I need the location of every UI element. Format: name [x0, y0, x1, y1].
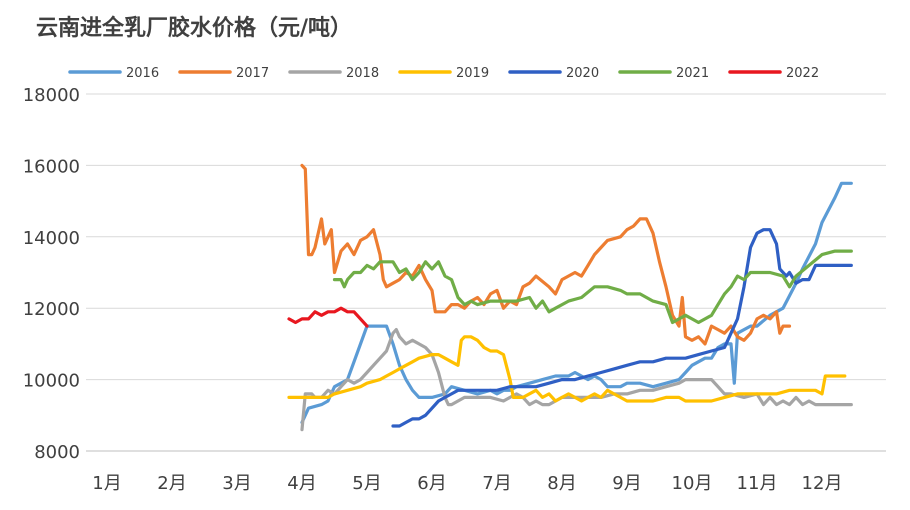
x-tick-label: 7月 — [482, 473, 511, 494]
series-layer — [287, 163, 853, 432]
series-line-2021 — [332, 249, 853, 325]
y-tick-label: 8000 — [34, 442, 80, 463]
series-line-2017 — [300, 163, 792, 346]
y-tick-label: 10000 — [23, 371, 80, 392]
series-line-2022 — [287, 306, 369, 328]
y-tick-label: 14000 — [23, 228, 80, 249]
x-tick-label: 11月 — [737, 473, 778, 494]
y-tick-label: 16000 — [23, 156, 80, 177]
legend-label-2020: 2020 — [566, 66, 599, 81]
legend: 2016 2017 2018 2019 2020 2021 2022 — [68, 66, 819, 81]
x-tick-label: 3月 — [222, 473, 251, 494]
series-line-2019 — [287, 335, 847, 403]
series-line-2018 — [300, 328, 853, 432]
x-tick-label: 8月 — [547, 473, 576, 494]
x-tick-label: 1月 — [92, 473, 121, 494]
x-tick-label: 5月 — [352, 473, 381, 494]
chart-title: 云南进全乳厂胶水价格（元/吨） — [36, 16, 353, 41]
legend-label-2019: 2019 — [456, 66, 489, 81]
y-tick-label: 18000 — [23, 85, 80, 106]
legend-label-2021: 2021 — [676, 66, 709, 81]
legend-label-2016: 2016 — [126, 66, 159, 81]
series-line-2020 — [391, 228, 853, 428]
x-tick-label: 2月 — [157, 473, 186, 494]
legend-label-2022: 2022 — [786, 66, 819, 81]
x-tick-label: 6月 — [417, 473, 446, 494]
series-line-2016 — [300, 181, 853, 424]
grid-layer — [86, 93, 886, 452]
legend-label-2018: 2018 — [346, 66, 379, 81]
x-tick-label: 9月 — [612, 473, 641, 494]
legend-label-2017: 2017 — [236, 66, 269, 81]
axis-layer: 8000 10000 12000 14000 16000 18000 1月 2月 3月 4月 5月 6… — [23, 85, 843, 494]
y-tick-label: 12000 — [23, 299, 80, 320]
x-tick-label: 12月 — [802, 473, 843, 494]
x-tick-label: 4月 — [287, 473, 316, 494]
x-tick-label: 10月 — [672, 473, 713, 494]
